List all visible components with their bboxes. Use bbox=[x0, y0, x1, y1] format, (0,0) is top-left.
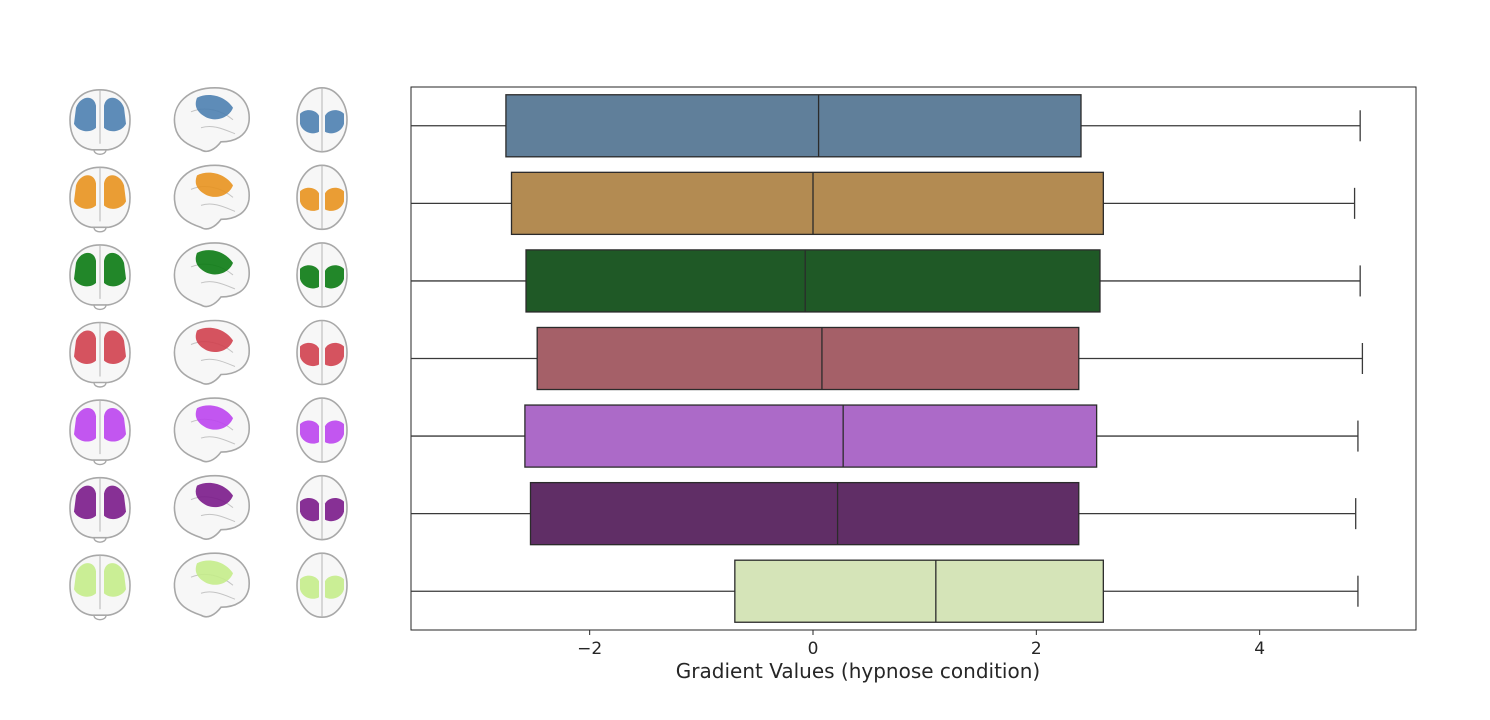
brain-coronal-icon bbox=[69, 166, 131, 233]
brain-sagittal-icon bbox=[173, 242, 250, 308]
box bbox=[510, 171, 1104, 236]
box-series-5 bbox=[411, 404, 1359, 468]
x-axis-ticks: −2 0 2 4 bbox=[577, 630, 1265, 659]
brain-row-5 bbox=[69, 397, 348, 466]
x-tick-label: 2 bbox=[1031, 639, 1042, 659]
box-series-7 bbox=[411, 559, 1359, 623]
x-tick-label: 4 bbox=[1254, 639, 1265, 659]
brain-sagittal-icon bbox=[173, 86, 250, 153]
brain-coronal-icon bbox=[69, 399, 131, 466]
brain-axial-icon bbox=[296, 164, 348, 231]
brain-axial-icon bbox=[296, 552, 348, 619]
box-series-4 bbox=[411, 326, 1364, 391]
brain-coronal-icon bbox=[69, 321, 131, 388]
box-series-1 bbox=[411, 94, 1361, 158]
brain-sagittal-icon bbox=[173, 319, 250, 385]
box bbox=[529, 481, 1080, 546]
brain-coronal-icon bbox=[69, 244, 131, 311]
brain-sagittal-icon bbox=[173, 397, 250, 463]
box-series-3 bbox=[411, 249, 1361, 313]
x-tick-label: 0 bbox=[808, 639, 819, 659]
brain-axial-icon bbox=[296, 319, 348, 386]
brain-row-1 bbox=[69, 86, 348, 155]
brain-coronal-icon bbox=[69, 88, 131, 155]
brain-row-7 bbox=[69, 552, 348, 621]
brain-axial-icon bbox=[296, 397, 348, 463]
box-series-6 bbox=[411, 481, 1357, 546]
brain-sagittal-icon bbox=[173, 164, 250, 230]
brain-row-3 bbox=[69, 242, 348, 311]
brain-row-4 bbox=[69, 319, 348, 388]
box bbox=[525, 249, 1101, 313]
box bbox=[505, 94, 1082, 158]
x-tick-label: −2 bbox=[577, 639, 602, 659]
brain-axial-icon bbox=[296, 242, 348, 308]
box bbox=[524, 404, 1098, 468]
brain-coronal-icon bbox=[69, 476, 131, 543]
box-series-2 bbox=[411, 171, 1356, 236]
brain-axial-icon bbox=[296, 474, 348, 541]
brain-row-6 bbox=[69, 474, 348, 543]
brain-sagittal-icon bbox=[173, 552, 250, 618]
brain-coronal-icon bbox=[69, 554, 131, 621]
brain-sagittal-icon bbox=[173, 474, 250, 541]
brain-row-2 bbox=[69, 164, 348, 233]
brain-axial-icon bbox=[296, 86, 348, 153]
brain-network-icons bbox=[69, 86, 348, 621]
box bbox=[536, 326, 1080, 391]
x-axis-label: Gradient Values (hypnose condition) bbox=[676, 659, 1040, 683]
box bbox=[734, 559, 1104, 623]
box-series-group bbox=[411, 94, 1364, 623]
